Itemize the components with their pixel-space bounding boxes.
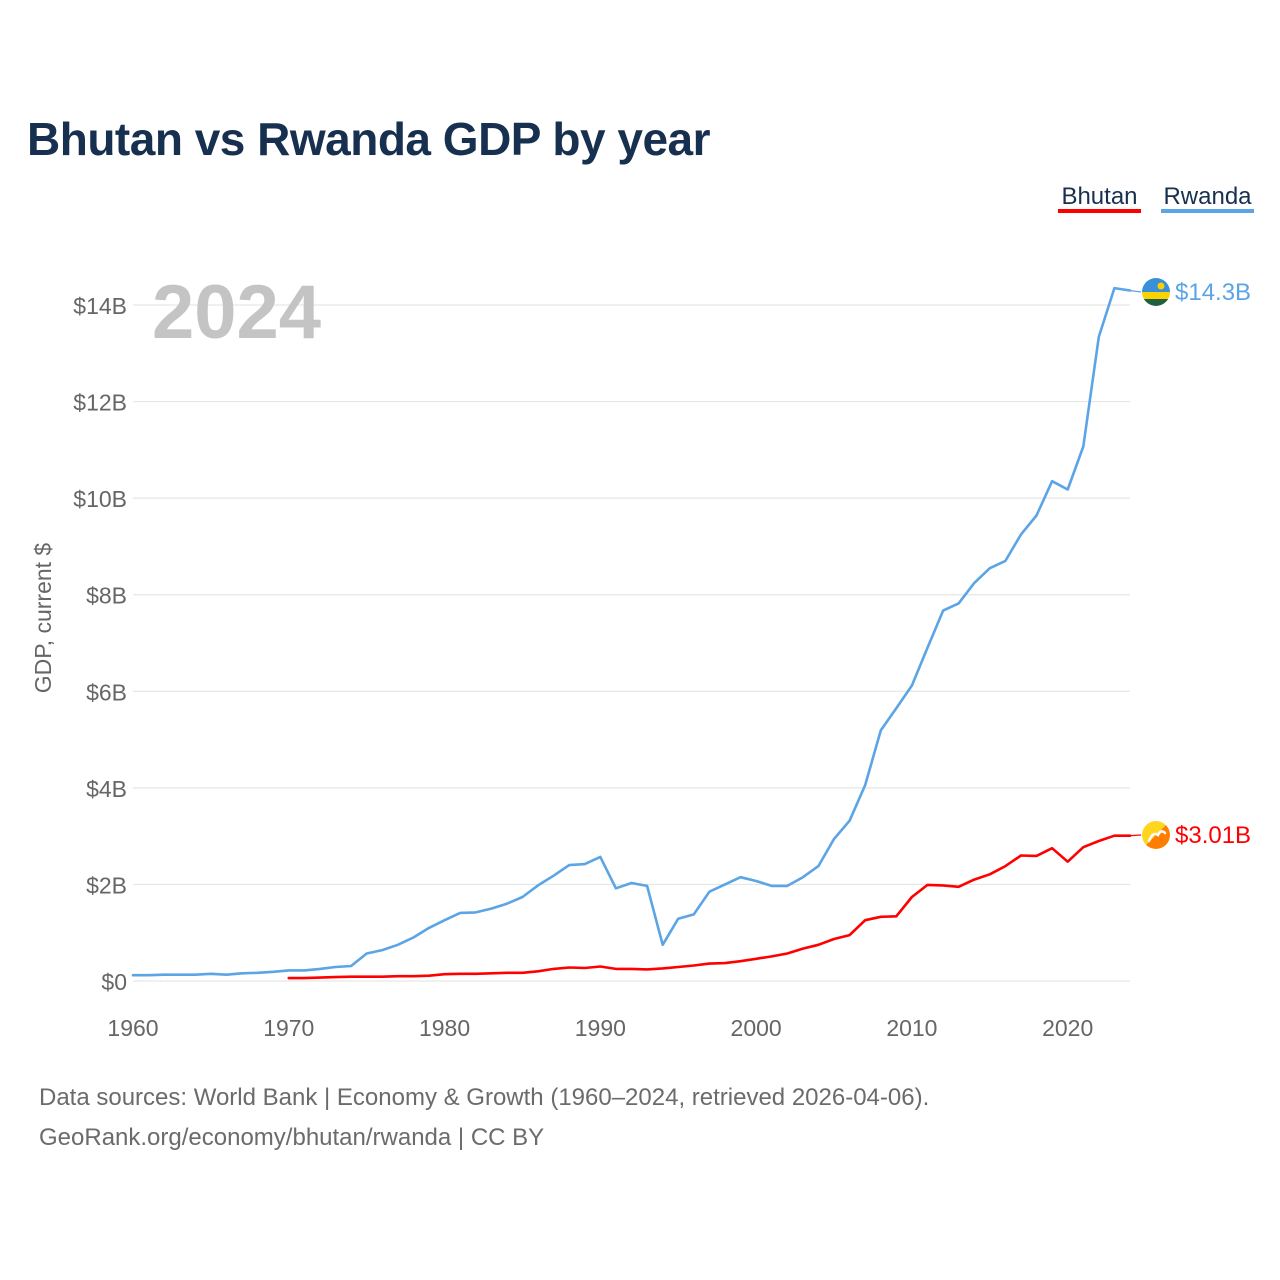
- flag-band-yellow: [1142, 292, 1170, 299]
- flag-body: [1142, 821, 1170, 849]
- y-tick-label: $6B: [86, 679, 127, 705]
- y-tick-label: $14B: [73, 293, 127, 319]
- x-tick-label: 1970: [263, 1015, 314, 1041]
- x-tick-label: 2000: [731, 1015, 782, 1041]
- series-line-rwanda: [131, 286, 1132, 977]
- end-value-label-bhutan: $3.01B: [1175, 822, 1251, 849]
- gridlines: [133, 304, 1130, 982]
- current-year-watermark: 2024: [152, 270, 321, 355]
- y-axis-tick-labels: $0 $2B $4B $6B $8B $10B $12B $14B: [73, 293, 127, 995]
- legend-swatch: [1058, 209, 1141, 213]
- end-connector-bhutan: [1129, 834, 1142, 837]
- x-tick-label: 2020: [1042, 1015, 1093, 1041]
- legend-label: Bhutan: [1061, 183, 1137, 210]
- y-tick-label: $2B: [86, 872, 127, 898]
- bhutan-flag-icon: [1142, 821, 1170, 849]
- legend-swatch: [1161, 209, 1254, 213]
- x-tick-label: 1980: [419, 1015, 470, 1041]
- x-tick-label: 2010: [886, 1015, 937, 1041]
- y-tick-label: $10B: [73, 486, 127, 512]
- credit-link[interactable]: GeoRank.org/economy/bhutan/rwanda | CC B…: [39, 1124, 545, 1151]
- end-labels: $14.3B $3.01B: [1129, 278, 1251, 849]
- series-lines: [131, 286, 1132, 980]
- legend: Bhutan Rwanda: [1058, 183, 1254, 213]
- series-line-bhutan: [287, 834, 1132, 980]
- legend-item-bhutan[interactable]: Bhutan: [1058, 183, 1141, 213]
- y-axis-label: GDP, current $: [30, 543, 56, 694]
- flag-body: [1142, 278, 1170, 306]
- legend-item-rwanda[interactable]: Rwanda: [1161, 183, 1254, 213]
- x-axis-tick-labels: 1960 1970 1980 1990 2000 2010 2020: [107, 1015, 1093, 1041]
- x-tick-label: 1960: [107, 1015, 158, 1041]
- flag-dragon-icon: [1147, 830, 1167, 843]
- y-tick-label: $4B: [86, 776, 127, 802]
- chart-title: Bhutan vs Rwanda GDP by year: [27, 113, 711, 165]
- end-connector-rwanda: [1129, 289, 1142, 293]
- y-tick-label: $8B: [86, 583, 127, 609]
- x-tick-label: 1990: [575, 1015, 626, 1041]
- end-value-label-rwanda: $14.3B: [1175, 279, 1251, 306]
- rwanda-flag-icon: [1142, 278, 1170, 306]
- flag-band-blue: [1142, 278, 1170, 292]
- data-source-note: Data sources: World Bank | Economy & Gro…: [39, 1084, 930, 1111]
- flag-sun-icon: [1157, 282, 1165, 290]
- y-tick-label: $0: [101, 969, 127, 995]
- legend-label: Rwanda: [1163, 183, 1252, 210]
- y-tick-label: $12B: [73, 390, 127, 416]
- flag-band-green: [1142, 299, 1170, 306]
